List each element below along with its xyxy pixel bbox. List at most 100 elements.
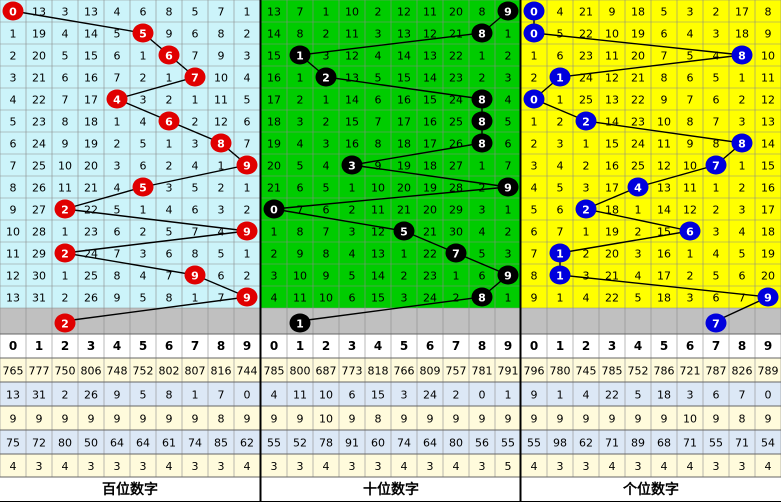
stat-value: 745: [576, 365, 597, 378]
stat-value: 9: [713, 413, 720, 426]
cell-value: 4: [713, 248, 720, 261]
cell-value: 24: [631, 138, 645, 151]
cell-value: 6: [140, 6, 147, 19]
stat-value: 3: [583, 460, 590, 473]
hit-value: 6: [165, 116, 173, 129]
cell-value: 25: [449, 116, 463, 129]
hit-value: 2: [322, 72, 330, 85]
stat-value: 1: [192, 389, 199, 402]
cell-value: 12: [6, 270, 20, 283]
hit-ball: [471, 89, 493, 109]
column-header: 2: [322, 339, 330, 353]
cell-value: 2: [192, 116, 199, 129]
stat-value: 9: [192, 413, 199, 426]
cell-value: 3: [479, 204, 486, 217]
stat-value: 9: [635, 413, 642, 426]
cell-value: 13: [605, 94, 619, 107]
cell-value: 4: [375, 50, 382, 63]
stat-value: 9: [297, 413, 304, 426]
cell-value: 20: [631, 50, 645, 63]
hit-ball: [523, 1, 545, 21]
cell-value: 9: [297, 248, 304, 261]
stat-value: 807: [185, 365, 206, 378]
cell-value: 1: [114, 116, 121, 129]
stat-value: 9: [609, 413, 616, 426]
cell-value: 1: [557, 94, 564, 107]
cell-value: 11: [683, 182, 697, 195]
cell-value: 1: [192, 94, 199, 107]
cell-value: 2: [244, 28, 251, 41]
cell-value: 4: [140, 270, 147, 283]
cell-value: 3: [375, 28, 382, 41]
cell-value: 11: [423, 6, 437, 19]
column-header: 8: [217, 339, 225, 353]
cell-value: 17: [761, 204, 775, 217]
cell-value: 1: [557, 292, 564, 305]
column-header: 2: [582, 339, 590, 353]
cell-value: 7: [687, 94, 694, 107]
forecast-value: 7: [712, 318, 720, 331]
cell-value: 2: [166, 160, 173, 173]
forecast-value: 2: [61, 318, 69, 331]
stat-value: 61: [162, 437, 176, 450]
hit-ball: [445, 243, 467, 263]
cell-value: 5: [713, 72, 720, 85]
stat-value: 796: [524, 365, 545, 378]
stat-value: 1: [557, 389, 564, 402]
cell-value: 3: [687, 292, 694, 305]
cell-value: 12: [761, 94, 775, 107]
stat-value: 3: [375, 460, 382, 473]
column-header: 4: [374, 339, 382, 353]
hit-ball: [757, 287, 779, 307]
section-label: 个位数字: [622, 481, 679, 498]
column-header: 5: [660, 339, 668, 353]
hit-ball: [679, 221, 701, 241]
cell-value: 4: [114, 6, 121, 19]
stat-value: 4: [661, 460, 668, 473]
hit-value: 2: [582, 204, 590, 217]
cell-value: 4: [244, 72, 251, 85]
cell-value: 19: [631, 28, 645, 41]
cell-value: 5: [297, 160, 304, 173]
column-header: 2: [61, 339, 69, 353]
column-header: 1: [296, 339, 304, 353]
hit-value: 7: [712, 160, 720, 173]
hit-value: 1: [296, 50, 304, 63]
stat-value: 89: [631, 437, 645, 450]
cell-value: 1: [401, 248, 408, 261]
stat-value: 0: [244, 389, 251, 402]
cell-value: 14: [657, 204, 671, 217]
cell-value: 5: [375, 72, 382, 85]
cell-value: 12: [214, 116, 228, 129]
cell-value: 7: [218, 6, 225, 19]
stat-value: 687: [316, 365, 337, 378]
hit-ball: [497, 177, 519, 197]
cell-value: 11: [345, 28, 359, 41]
cell-value: 2: [687, 270, 694, 283]
stat-value: 3: [88, 460, 95, 473]
stat-value: 22: [605, 389, 619, 402]
stat-value: 3: [401, 389, 408, 402]
cell-value: 23: [423, 270, 437, 283]
cell-value: 3: [505, 248, 512, 261]
cell-value: 12: [683, 204, 697, 217]
hit-ball: [575, 111, 597, 131]
cell-value: 21: [605, 270, 619, 283]
hit-value: 0: [530, 94, 538, 107]
cell-value: 21: [423, 226, 437, 239]
cell-value: 4: [583, 292, 590, 305]
stat-value: 752: [133, 365, 154, 378]
cell-value: 4: [557, 6, 564, 19]
footer-bg: [0, 477, 260, 502]
stat-value: 60: [371, 437, 385, 450]
hit-ball: [106, 89, 128, 109]
stat-value: 9: [427, 413, 434, 426]
hit-value: 9: [243, 292, 251, 305]
stat-value: 8: [218, 413, 225, 426]
cell-value: 17: [657, 270, 671, 283]
cell-value: 5: [114, 28, 121, 41]
cell-value: 3: [713, 226, 720, 239]
stat-value: 5: [505, 460, 512, 473]
cell-value: 16: [397, 94, 411, 107]
column-header: 0: [270, 339, 278, 353]
